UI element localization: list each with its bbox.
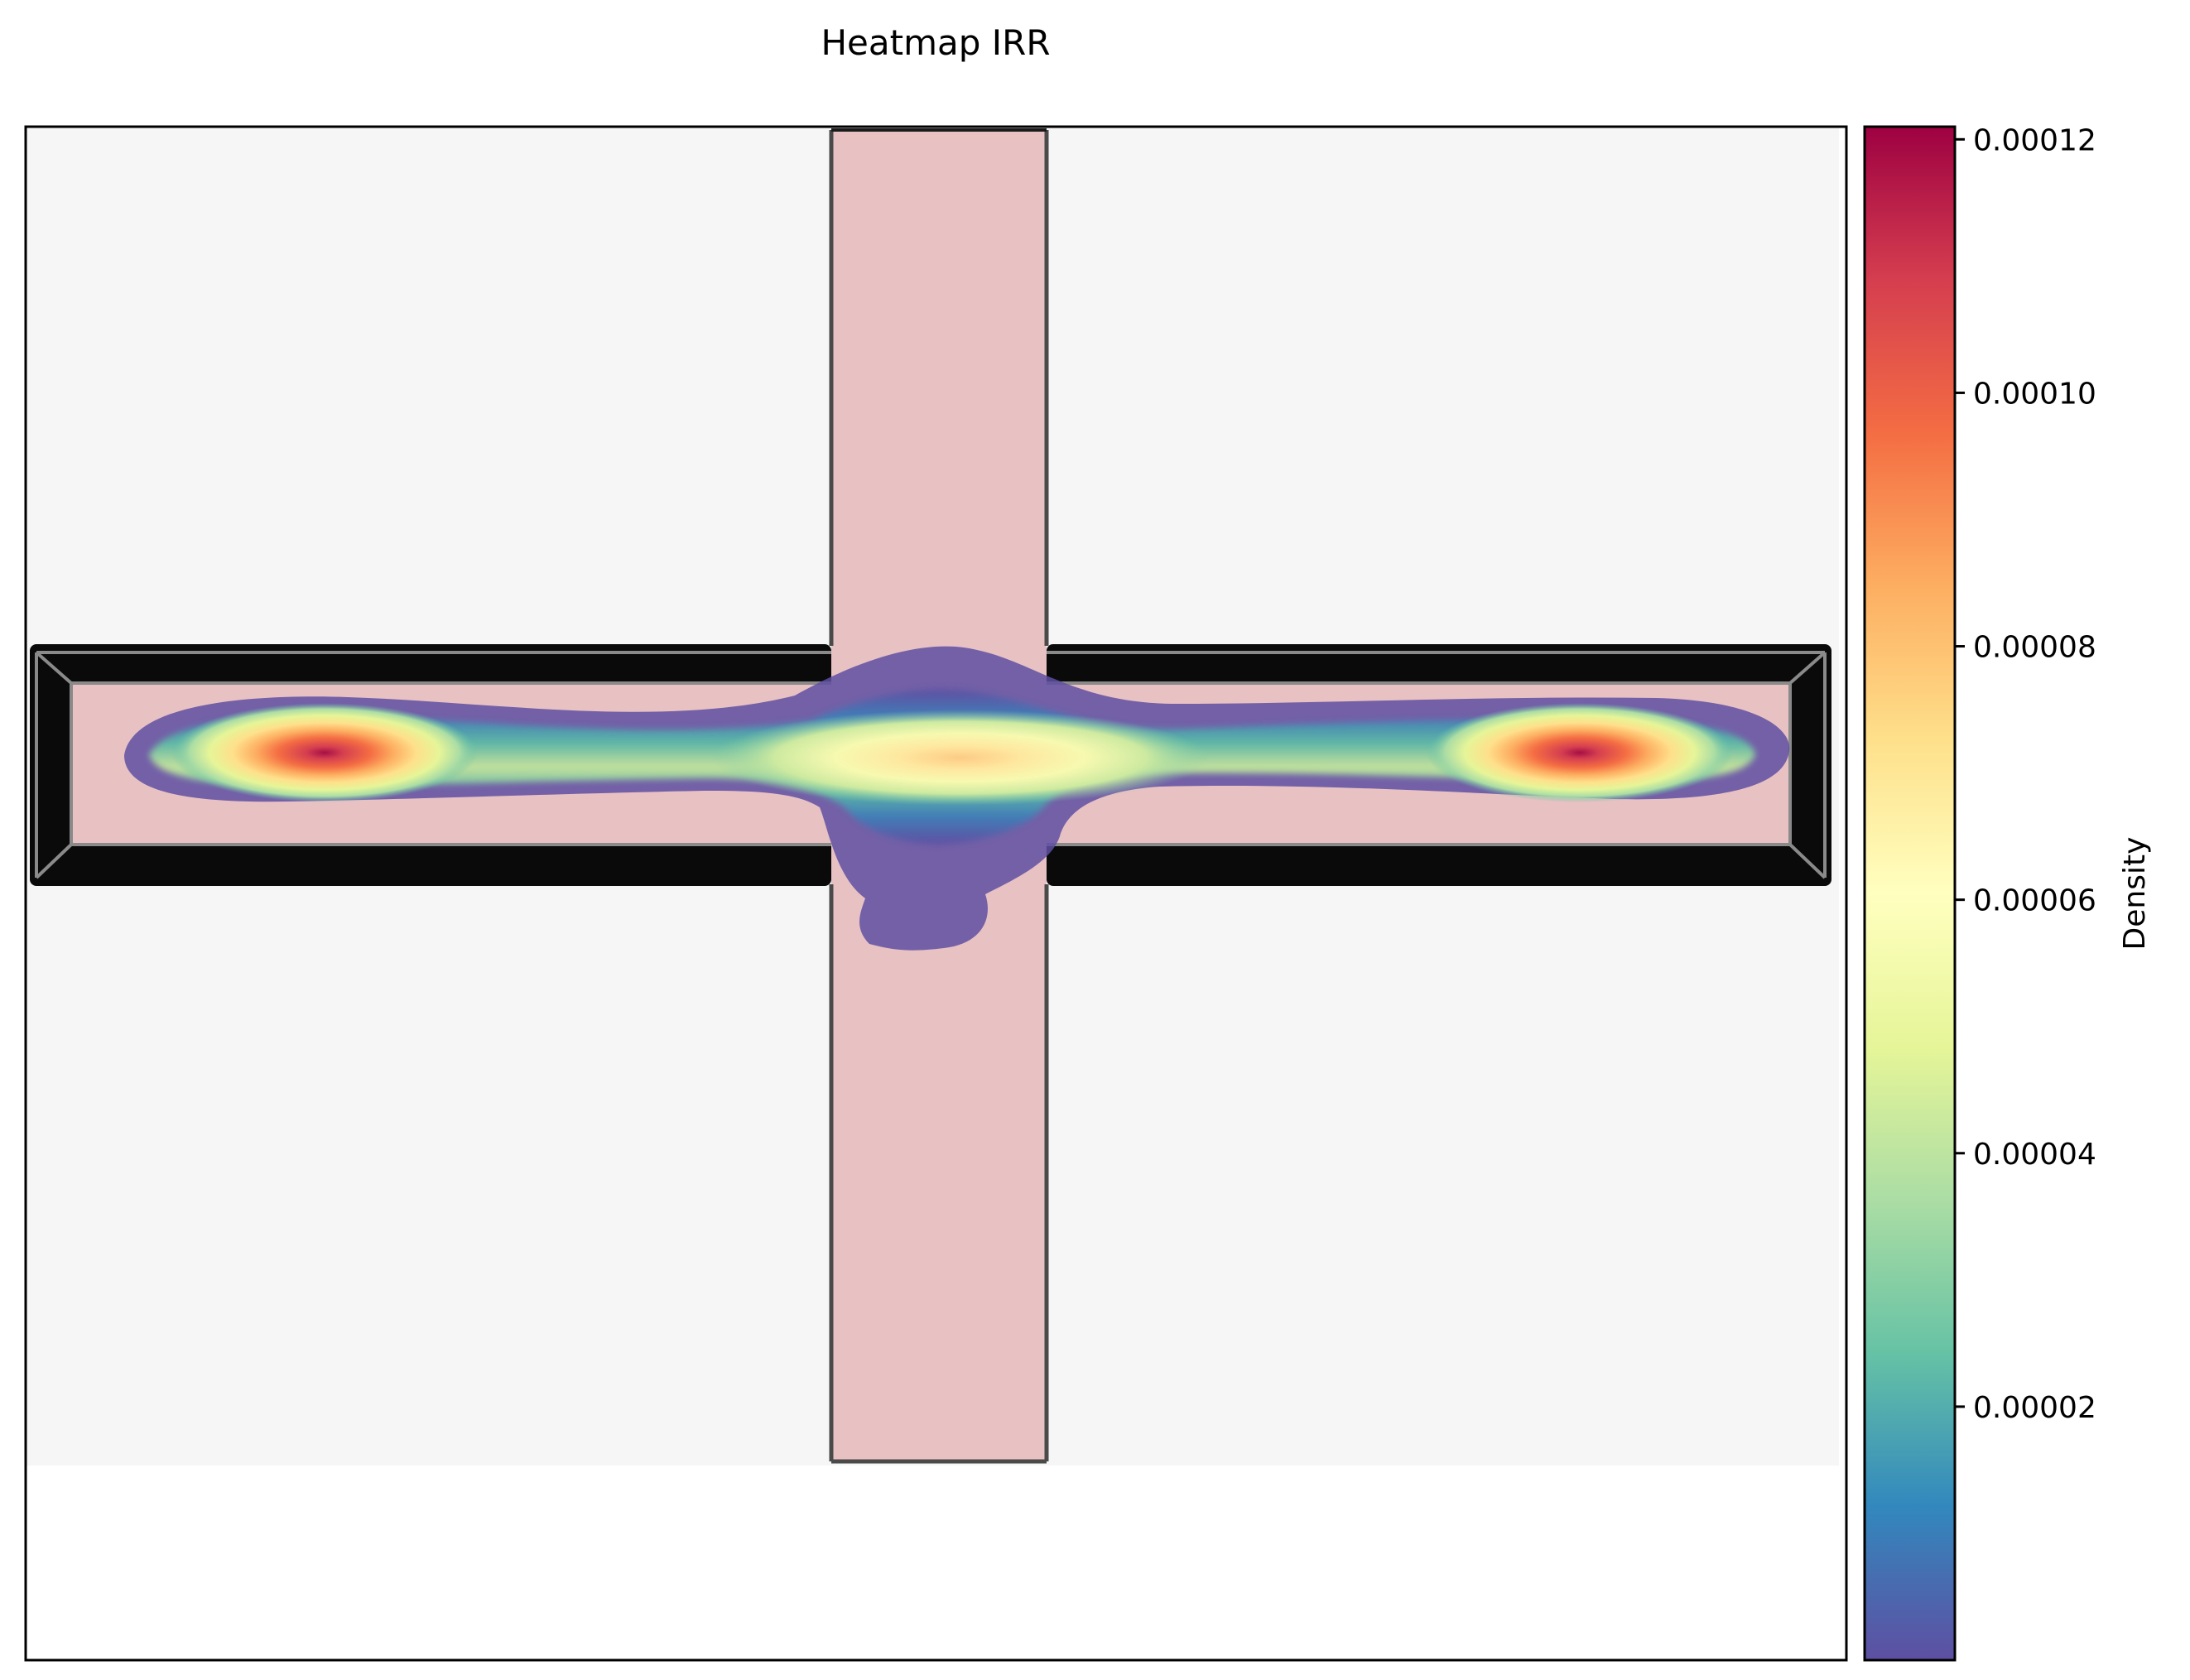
vertical-corridor-edges	[829, 130, 1049, 1464]
colorbar-tick-label: 0.00002	[1973, 1391, 2096, 1425]
colorbar: 0.00002 0.00004 0.00006 0.00008 0.00010 0.000…	[1863, 123, 2152, 1662]
hotspot-left	[171, 703, 478, 802]
hotspot-center	[712, 710, 1209, 806]
colorbar-gradient	[1865, 127, 1955, 1660]
plot-frame	[24, 125, 1848, 1662]
colorbar-tick-label: 0.00006	[1973, 884, 2096, 918]
corridor-bevel	[35, 651, 1827, 879]
colorbar-frame	[1863, 125, 1957, 1662]
density-field	[124, 646, 1790, 951]
colorbar-ticks: 0.00002 0.00004 0.00006 0.00008 0.00010 0.000…	[1955, 123, 2096, 1425]
colorbar-tick-label: 0.00010	[1973, 377, 2096, 411]
colorbar-tick-label: 0.00012	[1973, 123, 2096, 157]
hotspot-right	[1427, 703, 1733, 802]
vertical-corridor-top-edge	[831, 128, 1047, 132]
plot-area	[26, 127, 1846, 1660]
colorbar-tick-label: 0.00008	[1973, 631, 2096, 665]
colorbar-label: Density	[2118, 837, 2152, 951]
colorbar-tick-label: 0.00004	[1973, 1138, 2096, 1172]
chart-title: Heatmap IRR	[821, 22, 1050, 63]
